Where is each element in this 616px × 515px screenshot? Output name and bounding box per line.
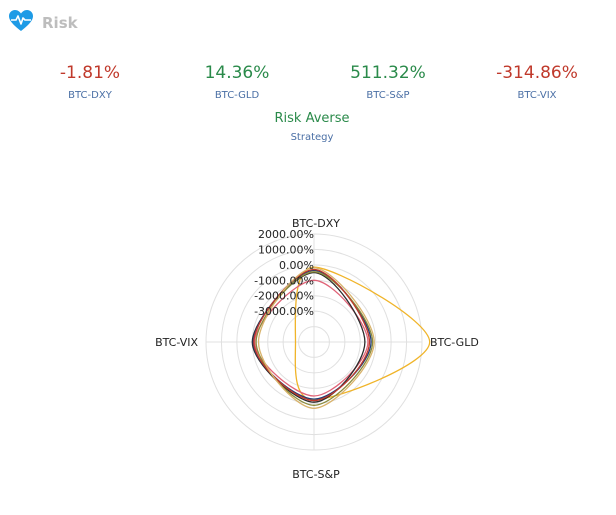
series-line-5 xyxy=(253,268,371,402)
metric-label: BTC-GLD xyxy=(214,90,260,101)
metric-value: -314.86% xyxy=(496,63,578,83)
axis-label: BTC-VIX xyxy=(155,336,198,349)
tick-label: 0.00% xyxy=(279,259,314,272)
page-title: Risk xyxy=(42,14,78,32)
tick-label: -1000.00% xyxy=(254,274,314,287)
tick-label: -3000.00% xyxy=(254,305,314,318)
tick-label: -2000.00% xyxy=(254,290,314,303)
series-line-4 xyxy=(255,271,374,406)
metric-btc-gld: 14.36% BTC-GLD xyxy=(167,62,307,101)
strategy-value: Risk Averse xyxy=(274,111,350,126)
metric-btc-dxy: -1.81% BTC-DXY xyxy=(20,62,160,101)
tick-label: 1000.00% xyxy=(258,243,314,256)
metric-btc-sp: 511.32% BTC-S&P xyxy=(318,62,458,101)
axis-label: BTC-GLD xyxy=(430,336,479,349)
metric-btc-vix: -314.86% BTC-VIX xyxy=(467,62,607,101)
header: Risk xyxy=(8,8,78,34)
metric-label: BTC-DXY xyxy=(68,90,112,101)
heartbeat-icon xyxy=(9,10,33,31)
tick-label: 2000.00% xyxy=(258,228,314,241)
metric-value: 14.36% xyxy=(204,63,270,83)
metric-value: -1.81% xyxy=(59,63,121,83)
axis-label: BTC-DXY xyxy=(292,217,340,230)
series-line-6 xyxy=(257,267,375,409)
strategy-label: Strategy xyxy=(290,132,334,143)
strategy-block: Risk Averse Strategy xyxy=(212,110,412,143)
metric-label: BTC-VIX xyxy=(517,90,557,101)
metric-label: BTC-S&P xyxy=(366,90,410,101)
axis-label: BTC-S&P xyxy=(292,468,340,481)
metric-value: 511.32% xyxy=(350,63,426,83)
